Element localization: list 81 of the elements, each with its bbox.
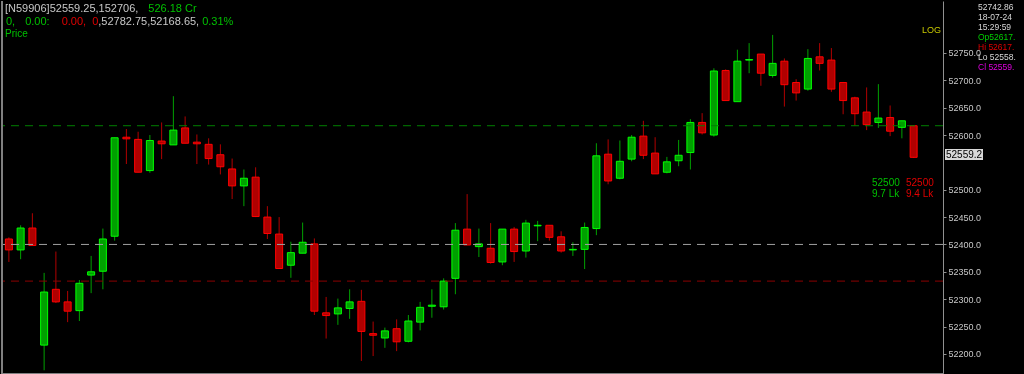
annotation: Price xyxy=(5,28,28,39)
candlestick xyxy=(615,140,624,180)
candlestick xyxy=(698,112,707,135)
candlestick xyxy=(780,57,789,108)
annotation: 0.00: xyxy=(25,15,50,27)
annotation: [N59906]52559.25,152706, xyxy=(5,2,139,14)
y-tick-label: 52300.0 xyxy=(948,294,982,305)
candlestick xyxy=(745,42,754,74)
candlestick xyxy=(333,298,342,326)
text: Op52617. xyxy=(978,32,1016,43)
y-tick-label: 52350.0 xyxy=(948,267,982,278)
candlestick xyxy=(580,222,589,270)
candlestick xyxy=(122,128,131,165)
text: 18-07-24 xyxy=(978,12,1013,23)
candlestick xyxy=(51,251,60,304)
annotation: 52500 xyxy=(906,177,934,188)
candlestick xyxy=(815,42,824,71)
text: Cl 52559. xyxy=(978,62,1015,73)
candlestick xyxy=(768,34,777,79)
candlestick xyxy=(216,143,225,175)
candlestick xyxy=(392,318,401,352)
candlestick xyxy=(651,136,660,175)
candlestick xyxy=(157,121,166,160)
candlestick xyxy=(639,120,648,160)
candlestick xyxy=(204,137,213,166)
y-tick-label: 52200.0 xyxy=(948,349,982,360)
annotation: 0, xyxy=(6,15,16,27)
candlestick xyxy=(486,222,495,265)
candlestick xyxy=(568,241,577,257)
candlestick xyxy=(4,236,13,263)
candlestick xyxy=(897,120,906,139)
candlestick xyxy=(463,193,472,246)
annotation: 526.18 Cr xyxy=(148,2,197,14)
candlestick xyxy=(169,95,178,146)
candlestick xyxy=(416,301,425,331)
candlestick xyxy=(874,83,883,129)
y-tick-label: 52400.0 xyxy=(948,239,982,250)
candlestick xyxy=(181,115,190,144)
candlestick xyxy=(345,288,354,320)
candlestick xyxy=(263,205,272,240)
text: 15:29:59 xyxy=(978,22,1012,33)
candlestick xyxy=(239,168,248,207)
candlestick xyxy=(886,104,895,137)
y-tick-label: 52600.0 xyxy=(948,130,982,141)
candlestick xyxy=(862,86,871,131)
candlestick xyxy=(792,78,801,102)
y-tick-label: 52250.0 xyxy=(948,322,982,332)
candlestick xyxy=(322,296,331,340)
annotation: ,52782.75,52168.65, xyxy=(98,15,200,27)
candlestick xyxy=(228,158,237,200)
candlestick xyxy=(16,224,25,260)
text: 52742.86 xyxy=(978,2,1014,13)
candlestick xyxy=(369,321,378,357)
annotation: 0.00, xyxy=(61,15,87,27)
text: Lo 52558. xyxy=(978,52,1016,63)
text: 52559.2 xyxy=(945,149,984,160)
y-tick-label: 52500.0 xyxy=(948,185,982,196)
candlestick xyxy=(756,53,765,87)
y-tick-label: 52700.0 xyxy=(948,75,982,86)
candlestick xyxy=(404,314,413,343)
candlestick xyxy=(286,241,295,279)
candlestick xyxy=(192,133,201,165)
candlestick xyxy=(627,134,636,162)
candlestick xyxy=(674,139,683,167)
candlestick xyxy=(850,96,859,127)
y-tick-label: 52450.0 xyxy=(948,212,982,223)
candlestick xyxy=(380,327,389,349)
candlestick xyxy=(427,288,436,319)
annotation: 0 xyxy=(92,15,99,27)
annotation: 9.7 Lk xyxy=(872,188,900,199)
candlestick xyxy=(510,226,519,263)
text: LOG xyxy=(922,25,942,36)
candlestick xyxy=(28,212,37,247)
candlestick xyxy=(839,81,848,115)
candlestick xyxy=(87,255,96,294)
annotation: 52500 xyxy=(872,177,900,188)
candlestick xyxy=(298,222,307,254)
annotation: 9.4 Lk xyxy=(906,188,934,199)
y-tick-label: 52650.0 xyxy=(948,103,982,114)
candlestick xyxy=(63,290,72,323)
annotation: 0.31% xyxy=(202,15,234,27)
